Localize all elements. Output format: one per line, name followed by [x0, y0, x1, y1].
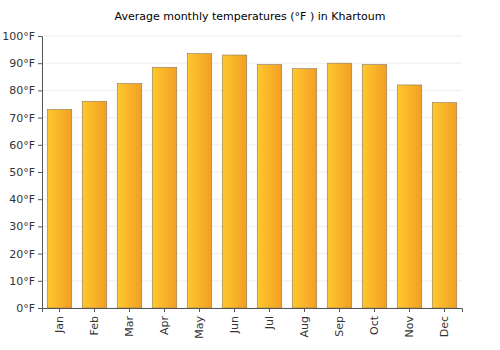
y-tick: 0°F	[16, 302, 42, 315]
x-tick-label: May	[193, 316, 206, 339]
x-tick: Jul	[263, 308, 276, 330]
y-tick: 40°F	[9, 193, 42, 206]
x-tick-label: Oct	[368, 315, 381, 335]
y-tick: 70°F	[9, 112, 42, 125]
grid	[42, 36, 462, 308]
y-axis-line	[38, 37, 43, 309]
x-tick-label: Jul	[263, 316, 276, 330]
x-tick-label: Jan	[53, 316, 66, 334]
y-tick-mark	[38, 90, 42, 91]
bar	[362, 65, 387, 308]
y-tick-mark	[38, 63, 42, 64]
y-tick: 20°F	[9, 248, 42, 261]
y-tick-label: 90°F	[9, 57, 35, 70]
x-tick-mark	[59, 308, 60, 312]
y-tick-label: 70°F	[9, 112, 35, 125]
y-tick-mark	[38, 145, 42, 146]
y-tick-mark	[38, 226, 42, 227]
y-tick-mark	[38, 254, 42, 255]
y-tick: 10°F	[9, 275, 42, 288]
plot: 0°F 10°F 20°F 30°F 40°F 50°F 60°F 70°F 80°F 90°F 1…	[2, 30, 462, 339]
chart: 0°F 10°F 20°F 30°F 40°F 50°F 60°F 70°F 80°F 90°F 1…	[0, 0, 500, 350]
y-tick-label: 100°F	[2, 30, 35, 43]
x-tick-label: Nov	[403, 316, 416, 338]
x-tick-label: Mar	[123, 316, 136, 337]
y-tick-label: 20°F	[9, 248, 35, 261]
x-tick: Jun	[228, 308, 241, 334]
y-tick-mark	[38, 36, 42, 37]
x-tick: Aug	[298, 308, 311, 337]
x-tick-label: Aug	[298, 316, 311, 337]
x-tick-label: Apr	[158, 316, 171, 336]
title: Average monthly temperatures (°F ) in Kh…	[115, 10, 386, 23]
y-tick-label: 30°F	[9, 220, 35, 233]
y-tick-label: 50°F	[9, 166, 35, 179]
y-tick: 60°F	[9, 139, 42, 152]
bars	[47, 54, 457, 308]
x-tick-mark	[339, 308, 340, 312]
bar	[432, 103, 457, 308]
x-tick-label: Feb	[88, 316, 101, 335]
x-tick-mark	[199, 308, 200, 312]
x-tick-mark	[374, 308, 375, 312]
y-tick: 30°F	[9, 220, 42, 233]
y-tick-mark	[38, 118, 42, 119]
x-tick-mark	[444, 308, 445, 312]
x-tick: Feb	[88, 308, 101, 335]
y-tick: 80°F	[9, 84, 42, 97]
y-tick-label: 0°F	[16, 302, 35, 315]
bar	[327, 63, 352, 308]
x-tick-mark	[269, 308, 270, 312]
x-tick-mark	[409, 308, 410, 312]
bar	[292, 69, 317, 308]
x-tick-mark	[129, 308, 130, 312]
x-tick: May	[193, 308, 206, 339]
y-tick-label: 10°F	[9, 275, 35, 288]
x-tick: Dec	[438, 308, 451, 337]
bar	[257, 65, 282, 308]
y-tick-mark	[38, 199, 42, 200]
y-tick-label: 40°F	[9, 193, 35, 206]
x-tick: Mar	[123, 308, 136, 337]
grid-line	[42, 63, 462, 64]
bar	[152, 67, 177, 308]
x-tick-label: Dec	[438, 316, 451, 337]
x-axis: Jan Feb Mar Apr May Jun Jul Aug Sep Oct Nov Dec	[43, 308, 463, 339]
x-tick: Nov	[403, 308, 416, 337]
y-tick: 90°F	[9, 57, 42, 70]
y-axis: 0°F 10°F 20°F 30°F 40°F 50°F 60°F 70°F 80°F 90°F 1…	[2, 30, 42, 315]
x-tick: Oct	[368, 308, 381, 335]
x-tick-label: Sep	[333, 316, 346, 337]
y-tick-label: 60°F	[9, 139, 35, 152]
y-tick-mark	[38, 281, 42, 282]
y-tick: 50°F	[9, 166, 42, 179]
x-tick: Apr	[158, 308, 171, 335]
x-tick-mark	[164, 308, 165, 312]
x-tick: Sep	[333, 308, 346, 337]
bar	[117, 84, 142, 308]
x-tick-mark	[94, 308, 95, 312]
bar	[82, 101, 107, 308]
bar	[47, 109, 72, 308]
y-tick-mark	[38, 308, 42, 309]
y-tick: 100°F	[2, 30, 42, 43]
x-tick: Jan	[53, 308, 66, 334]
bar	[222, 55, 247, 308]
bar	[187, 54, 212, 308]
x-tick-mark	[234, 308, 235, 312]
y-tick-mark	[38, 172, 42, 173]
y-tick-label: 80°F	[9, 84, 35, 97]
x-tick-mark	[304, 308, 305, 312]
bar	[397, 85, 422, 308]
x-axis-line	[43, 309, 463, 313]
grid-line	[42, 36, 462, 37]
x-tick-label: Jun	[228, 316, 241, 334]
